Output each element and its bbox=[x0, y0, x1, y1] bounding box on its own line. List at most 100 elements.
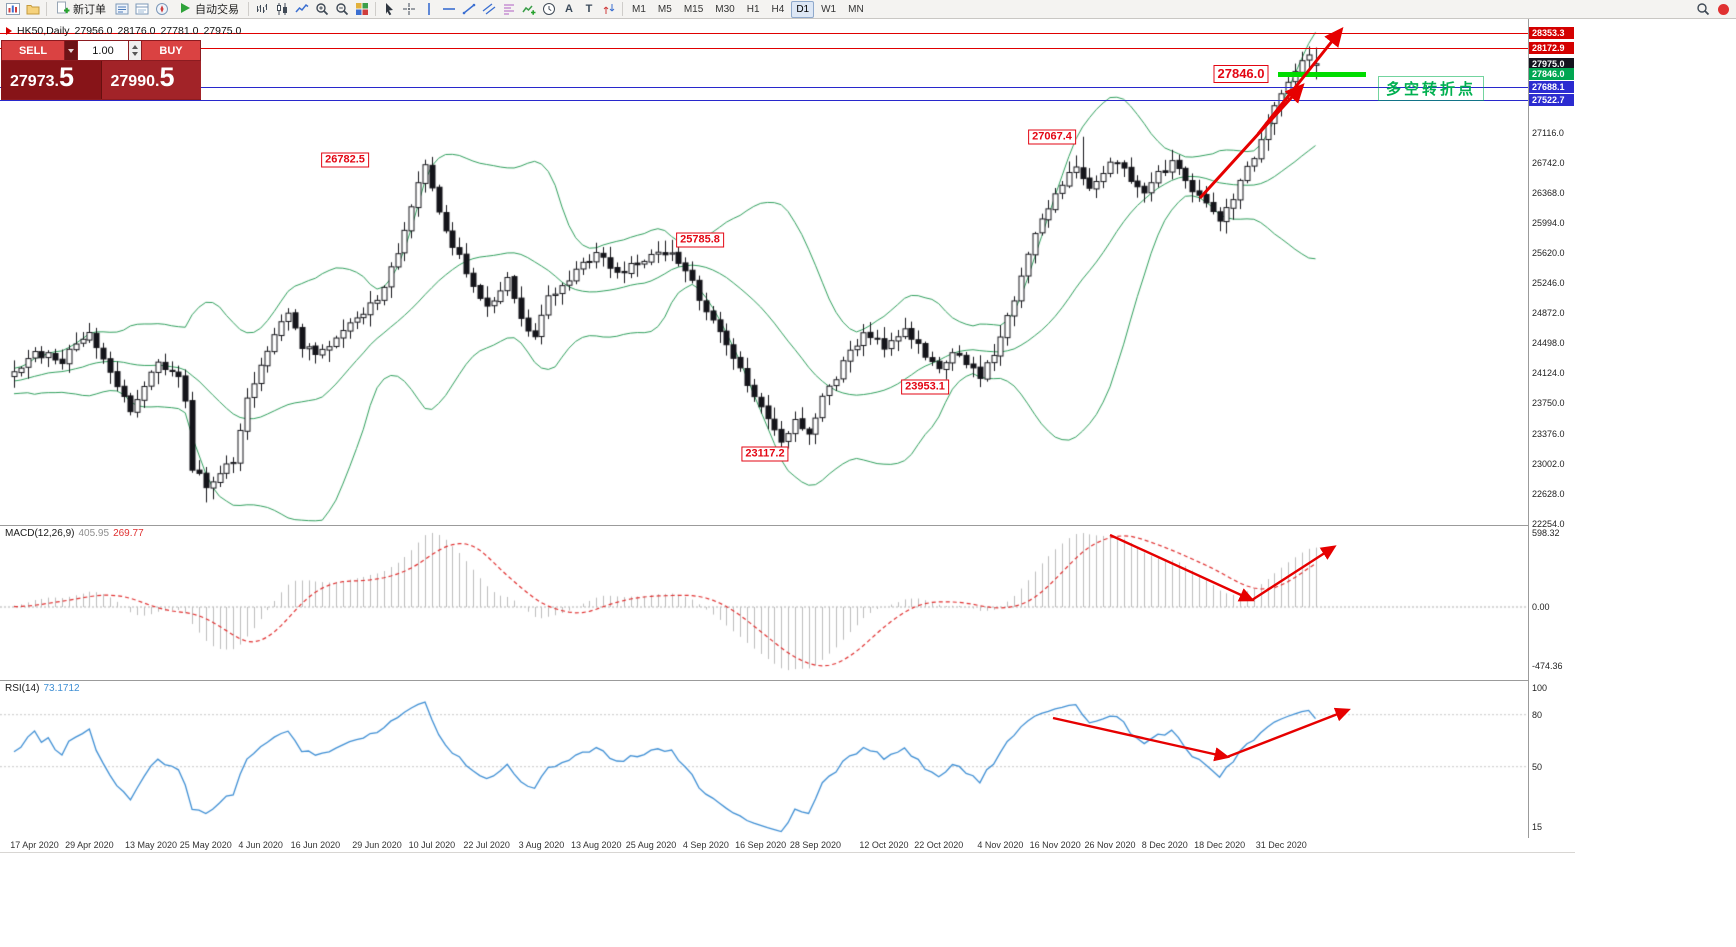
close-value: 27975.0 bbox=[203, 25, 242, 37]
trendline-icon[interactable] bbox=[459, 0, 479, 19]
chart-canvas[interactable] bbox=[0, 18, 1575, 839]
channel-icon[interactable] bbox=[479, 0, 499, 19]
timeframe-mn[interactable]: MN bbox=[848, 3, 864, 15]
date-tick: 26 Nov 2020 bbox=[1084, 840, 1136, 850]
timeframe-m30[interactable]: M30 bbox=[715, 3, 735, 15]
price-callout[interactable]: 26782.5 bbox=[321, 152, 369, 168]
symbol-pointer-icon bbox=[6, 27, 12, 35]
zoom-out-icon[interactable] bbox=[332, 0, 352, 19]
new-order-button[interactable]: 新订单 bbox=[50, 0, 112, 19]
time-axis[interactable]: 17 Apr 2020 29 Apr 2020 13 May 2020 25 May … bbox=[0, 838, 1575, 852]
green-level-segment[interactable] bbox=[1278, 72, 1366, 78]
crosshair-icon[interactable] bbox=[399, 0, 419, 19]
indicators-icon[interactable] bbox=[519, 0, 539, 19]
arrows-tool-icon[interactable] bbox=[599, 0, 619, 19]
price-marker-tag: 27522.7 bbox=[1529, 94, 1574, 107]
price-tick: 26368.0 bbox=[1532, 187, 1565, 198]
price-callout[interactable]: 23953.1 bbox=[901, 379, 949, 395]
price-tick: 27116.0 bbox=[1532, 127, 1564, 138]
price-tick: 25994.0 bbox=[1532, 218, 1565, 229]
price-axis[interactable]: 27116.0 26742.0 26368.0 25994.0 25620.0 25246… bbox=[1529, 18, 1575, 852]
bars-chart-icon[interactable] bbox=[252, 0, 272, 19]
date-tick: 29 Apr 2020 bbox=[65, 840, 114, 850]
timeframe-w1[interactable]: W1 bbox=[821, 3, 837, 15]
price-tick: 22628.0 bbox=[1532, 488, 1565, 499]
zoom-in-icon[interactable] bbox=[312, 0, 332, 19]
panel-separator[interactable] bbox=[0, 525, 1575, 526]
price-tick: 24872.0 bbox=[1532, 308, 1565, 319]
chart-ohlc-header: HK50,Daily 27956.0 28176.0 27781.0 27975… bbox=[6, 25, 241, 37]
tile-windows-icon[interactable] bbox=[352, 0, 372, 19]
price-callout[interactable]: 25785.8 bbox=[676, 232, 724, 248]
timeframe-h1[interactable]: H1 bbox=[746, 3, 760, 15]
date-tick: 3 Aug 2020 bbox=[518, 840, 565, 850]
horizontal-line-icon[interactable] bbox=[439, 0, 459, 19]
text-tool-icon[interactable]: A bbox=[565, 3, 573, 15]
date-tick: 16 Nov 2020 bbox=[1029, 840, 1081, 850]
blue-horizontal-line[interactable] bbox=[0, 86, 1528, 88]
price-axis-border bbox=[1528, 18, 1529, 852]
macd-label: MACD(12,26,9) 405.95 269.77 bbox=[5, 528, 144, 539]
buy-price[interactable]: 27990.5 bbox=[100, 61, 201, 99]
timeframe-m15[interactable]: M15 bbox=[683, 3, 704, 15]
line-chart-icon[interactable] bbox=[292, 0, 312, 19]
sell-button[interactable]: SELL bbox=[2, 41, 64, 60]
price-tick: 25620.0 bbox=[1532, 248, 1565, 259]
vertical-line-icon[interactable] bbox=[419, 0, 439, 19]
order-dropdown[interactable] bbox=[65, 41, 77, 60]
price-marker-tag: 28172.9 bbox=[1529, 41, 1574, 54]
red-horizontal-line[interactable] bbox=[0, 33, 1528, 35]
market-watch-icon[interactable] bbox=[112, 0, 132, 19]
algo-trading-button[interactable]: 自动交易 bbox=[172, 0, 245, 19]
candles-chart-icon[interactable] bbox=[272, 0, 292, 19]
fibonacci-icon[interactable] bbox=[499, 0, 519, 19]
timeframe-m1[interactable]: M1 bbox=[632, 3, 646, 15]
chart-profile-icon[interactable] bbox=[23, 0, 43, 19]
one-click-trading-panel: SELL 1.00 BUY 27973.5 27990.5 bbox=[1, 40, 201, 100]
volume-input[interactable]: 1.00 bbox=[78, 41, 128, 60]
date-tick: 4 Jun 2020 bbox=[238, 840, 283, 850]
data-window-icon[interactable] bbox=[132, 0, 152, 19]
blue-horizontal-line[interactable] bbox=[0, 100, 1528, 102]
price-callout[interactable]: 27846.0 bbox=[1213, 65, 1269, 84]
date-tick: 13 Aug 2020 bbox=[570, 840, 622, 850]
panel-separator[interactable] bbox=[0, 680, 1575, 681]
date-tick: 16 Jun 2020 bbox=[290, 840, 341, 850]
navigator-icon[interactable] bbox=[152, 0, 172, 19]
doc-plus-icon bbox=[56, 1, 70, 18]
price-marker-tag: 27688.1 bbox=[1529, 80, 1574, 93]
annotation-text[interactable]: 多空转折点 bbox=[1378, 76, 1485, 101]
timeframe-d1[interactable]: D1 bbox=[791, 0, 815, 18]
timeframe-m5[interactable]: M5 bbox=[657, 3, 672, 15]
rsi-axis-label: 15 bbox=[1532, 822, 1543, 833]
volume-spinner[interactable] bbox=[129, 41, 141, 60]
new-order-button-label: 新订单 bbox=[73, 4, 106, 16]
clock-icon[interactable] bbox=[539, 0, 559, 19]
high-value: 28176.0 bbox=[117, 25, 156, 37]
rsi-axis-label: 50 bbox=[1532, 761, 1543, 772]
price-tick: 26742.0 bbox=[1532, 157, 1565, 168]
notification-badge[interactable] bbox=[1713, 0, 1733, 19]
new-chart-icon[interactable] bbox=[3, 0, 23, 19]
red-horizontal-line[interactable] bbox=[0, 47, 1528, 49]
macd-axis-label: 0.00 bbox=[1532, 602, 1550, 612]
date-tick: 29 Jun 2020 bbox=[352, 840, 402, 850]
date-tick: 22 Oct 2020 bbox=[914, 840, 964, 850]
price-tick: 23750.0 bbox=[1532, 398, 1565, 409]
sell-price[interactable]: 27973.5 bbox=[1, 61, 101, 99]
toolbar-separator bbox=[248, 2, 249, 16]
timeframe-h4[interactable]: H4 bbox=[771, 3, 785, 15]
timeframe-switcher: M1 M5 M15 M30 H1 H4 D1 W1 MN bbox=[626, 0, 870, 18]
search-icon[interactable] bbox=[1693, 0, 1713, 19]
label-tool-icon[interactable]: T bbox=[585, 3, 593, 15]
price-callout[interactable]: 23117.2 bbox=[741, 446, 789, 462]
rsi-axis-label: 100 bbox=[1532, 683, 1548, 693]
buy-button[interactable]: BUY bbox=[142, 41, 200, 60]
price-callout[interactable]: 27067.4 bbox=[1028, 129, 1076, 145]
date-tick: 22 Jul 2020 bbox=[463, 840, 510, 850]
cursor-icon[interactable] bbox=[379, 0, 399, 19]
play-icon bbox=[178, 1, 192, 18]
price-tick: 24124.0 bbox=[1532, 368, 1565, 379]
